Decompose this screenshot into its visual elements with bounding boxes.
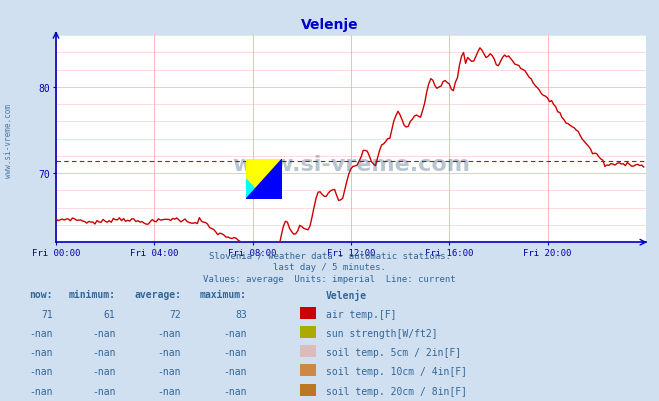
Text: www.si-vreme.com: www.si-vreme.com: [4, 103, 13, 177]
Text: -nan: -nan: [158, 367, 181, 377]
Text: -nan: -nan: [158, 347, 181, 357]
Text: soil temp. 20cm / 8in[F]: soil temp. 20cm / 8in[F]: [326, 386, 467, 396]
Text: Velenje: Velenje: [301, 18, 358, 32]
Text: -nan: -nan: [29, 347, 53, 357]
Text: last day / 5 minutes.: last day / 5 minutes.: [273, 263, 386, 271]
Polygon shape: [246, 160, 282, 200]
Text: www.si-vreme.com: www.si-vreme.com: [232, 154, 470, 174]
Text: soil temp. 5cm / 2in[F]: soil temp. 5cm / 2in[F]: [326, 347, 461, 357]
Text: -nan: -nan: [223, 386, 247, 396]
Text: 71: 71: [41, 309, 53, 319]
Text: -nan: -nan: [29, 386, 53, 396]
Text: -nan: -nan: [223, 347, 247, 357]
Text: 72: 72: [169, 309, 181, 319]
Text: average:: average:: [134, 290, 181, 300]
Text: -nan: -nan: [92, 328, 115, 338]
Text: 83: 83: [235, 309, 247, 319]
Text: maximum:: maximum:: [200, 290, 247, 300]
Text: now:: now:: [29, 290, 53, 300]
Text: 61: 61: [103, 309, 115, 319]
Text: -nan: -nan: [29, 328, 53, 338]
Polygon shape: [246, 160, 282, 200]
Text: soil temp. 10cm / 4in[F]: soil temp. 10cm / 4in[F]: [326, 367, 467, 377]
Text: -nan: -nan: [29, 367, 53, 377]
Text: -nan: -nan: [158, 328, 181, 338]
Text: Values: average  Units: imperial  Line: current: Values: average Units: imperial Line: cu…: [203, 275, 456, 284]
Polygon shape: [246, 180, 264, 200]
Text: Velenje: Velenje: [326, 290, 367, 300]
Text: sun strength[W/ft2]: sun strength[W/ft2]: [326, 328, 438, 338]
Text: -nan: -nan: [92, 386, 115, 396]
Text: -nan: -nan: [223, 367, 247, 377]
Text: -nan: -nan: [92, 367, 115, 377]
Text: air temp.[F]: air temp.[F]: [326, 309, 397, 319]
Text: Slovenia / weather data - automatic stations.: Slovenia / weather data - automatic stat…: [208, 251, 451, 259]
Text: -nan: -nan: [92, 347, 115, 357]
Text: -nan: -nan: [158, 386, 181, 396]
Text: -nan: -nan: [223, 328, 247, 338]
Text: minimum:: minimum:: [69, 290, 115, 300]
